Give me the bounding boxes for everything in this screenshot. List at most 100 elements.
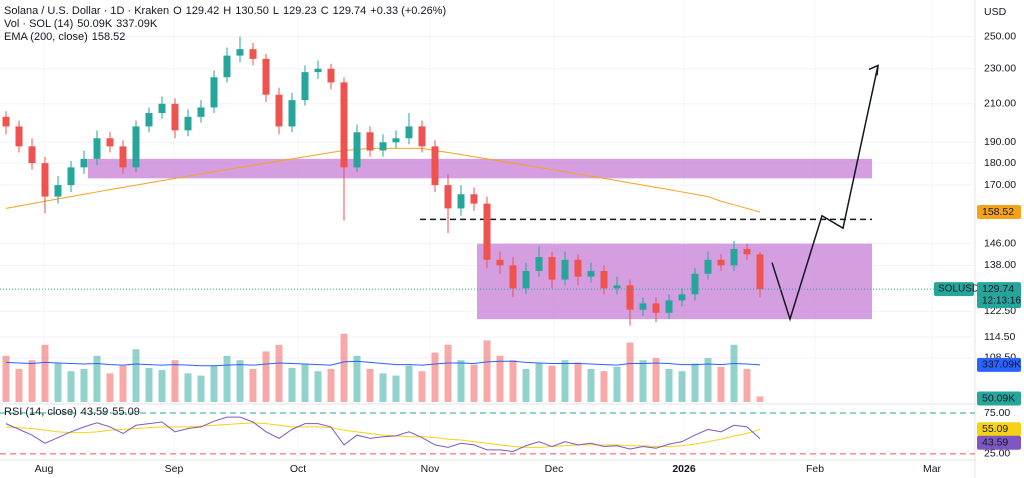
volume-bar — [574, 362, 582, 402]
y-tick-label: 210.00 — [984, 98, 1016, 110]
vol-legend: Vol · SOL (14) — [4, 18, 73, 30]
candle-body — [249, 49, 257, 59]
candle-body — [223, 55, 231, 78]
ema-value: 158.52 — [92, 31, 126, 43]
volume-bar — [496, 355, 504, 402]
volume-bar — [145, 367, 153, 402]
candle-body — [80, 158, 88, 168]
candle-body — [145, 113, 153, 127]
rsi-pane — [0, 412, 975, 455]
volume-bar — [444, 344, 452, 402]
volume-bar — [379, 373, 387, 402]
x-tick-label: Dec — [545, 463, 564, 475]
volume-ma-line — [5, 360, 761, 367]
title: Solana / U.S. Dollar · 1D · Kraken — [4, 5, 169, 17]
volume-bar — [587, 369, 595, 402]
y-tick-label: 190.00 — [984, 136, 1016, 148]
zone — [88, 158, 872, 179]
volume-bar — [223, 355, 231, 402]
volume-bar — [652, 358, 660, 402]
rsi-tick-label: 75.00 — [984, 407, 1010, 419]
ohlc-key: L — [273, 5, 279, 17]
ohlc-key: O — [173, 5, 182, 17]
price-pane — [0, 36, 975, 326]
y-tick-label: 114.50 — [984, 331, 1015, 343]
candle-body — [106, 138, 114, 147]
volume-bar — [353, 355, 361, 402]
candle-body — [314, 68, 322, 73]
y-tick-label: 180.00 — [984, 157, 1016, 169]
candle-body — [509, 265, 517, 289]
volume-bar — [340, 333, 348, 402]
volume-bar — [600, 371, 608, 402]
price-tag-label: 337.09K — [982, 359, 1021, 371]
rsi-legend: RSI (14, close) — [4, 406, 77, 418]
zones — [88, 64, 879, 322]
volume-bar — [691, 363, 699, 402]
candle-body — [418, 126, 426, 147]
volume-bar — [613, 366, 621, 402]
x-tick-label: Aug — [35, 463, 54, 475]
volume-bar — [548, 365, 556, 402]
candle-body — [483, 203, 491, 260]
volume-bar — [197, 375, 205, 402]
candle-body — [717, 259, 725, 266]
volume-bar — [236, 360, 244, 402]
volume-pane — [2, 333, 764, 402]
volume-bar — [171, 360, 179, 402]
candle-body — [756, 254, 764, 290]
y-tick-label: 230.00 — [984, 63, 1016, 75]
volume-bar — [106, 373, 114, 402]
ohlc-value: 130.50 — [235, 5, 269, 17]
candle-body — [366, 132, 374, 151]
volume-bar — [639, 360, 647, 402]
price-tag-label: 50.09K — [982, 392, 1015, 404]
volume-bar — [15, 369, 23, 402]
volume-bar — [665, 369, 673, 402]
candle-body — [15, 126, 23, 147]
volume-bar — [522, 369, 530, 402]
candle-body — [626, 285, 634, 310]
volume-bar — [119, 365, 127, 402]
candle-body — [28, 146, 36, 164]
candle-body — [574, 259, 582, 277]
price-tag-label: 55.09 — [982, 423, 1008, 435]
candle-body — [119, 146, 127, 168]
candle-body — [93, 138, 101, 159]
vol-value: 50.09K — [77, 18, 113, 30]
candle-body — [158, 103, 166, 114]
candle-body — [210, 77, 218, 108]
price-tag-label: 158.52 — [982, 206, 1014, 218]
rsi-value: 43.59 — [81, 406, 109, 418]
volume-bar — [41, 344, 49, 402]
candle-body — [704, 259, 712, 274]
volume-bar — [301, 364, 309, 402]
candle-body — [275, 94, 283, 127]
candle-body — [379, 142, 387, 151]
volume-bar — [262, 351, 270, 402]
volume-bar — [704, 358, 712, 402]
volume-bar — [405, 365, 413, 402]
candle-body — [730, 248, 738, 266]
volume-bar — [249, 369, 257, 402]
volume-bar — [314, 371, 322, 402]
projection-path — [771, 65, 879, 322]
volume-bar — [678, 371, 686, 402]
candle-body — [665, 300, 673, 313]
volume-bar — [483, 340, 491, 402]
candle-body — [288, 100, 296, 127]
x-tick-label: Mar — [923, 463, 942, 475]
candle-body — [262, 58, 270, 95]
candle-body — [613, 285, 621, 289]
countdown: 12:13:16 — [982, 296, 1021, 307]
volume-bar — [418, 371, 426, 402]
volume-bar — [561, 360, 569, 402]
volume-bar — [288, 367, 296, 402]
ohlc-value: 129.42 — [186, 5, 220, 17]
volume-bar — [730, 344, 738, 402]
rsi-ma-value: 55.09 — [112, 406, 140, 418]
symbol-tag-label: SOLUSD — [938, 284, 979, 295]
x-tick-label: Oct — [290, 463, 306, 475]
y-tick-label: 138.00 — [984, 259, 1016, 271]
